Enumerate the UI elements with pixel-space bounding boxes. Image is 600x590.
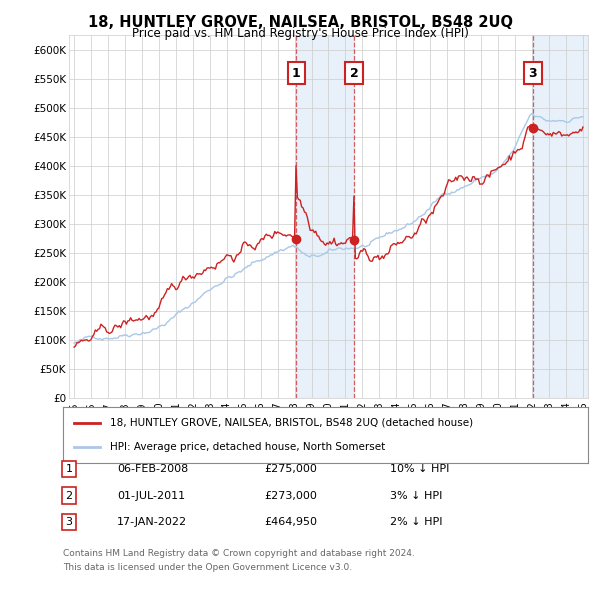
Text: Contains HM Land Registry data © Crown copyright and database right 2024.: Contains HM Land Registry data © Crown c… xyxy=(63,549,415,558)
Text: This data is licensed under the Open Government Licence v3.0.: This data is licensed under the Open Gov… xyxy=(63,563,352,572)
Text: 1: 1 xyxy=(65,464,73,474)
Text: £464,950: £464,950 xyxy=(264,517,317,527)
Text: 18, HUNTLEY GROVE, NAILSEA, BRISTOL, BS48 2UQ: 18, HUNTLEY GROVE, NAILSEA, BRISTOL, BS4… xyxy=(88,15,512,30)
Text: 10% ↓ HPI: 10% ↓ HPI xyxy=(390,464,449,474)
Text: 3: 3 xyxy=(529,67,537,80)
Text: £273,000: £273,000 xyxy=(264,491,317,500)
Bar xyxy=(296,35,354,398)
Text: 17-JAN-2022: 17-JAN-2022 xyxy=(117,517,187,527)
Text: Price paid vs. HM Land Registry's House Price Index (HPI): Price paid vs. HM Land Registry's House … xyxy=(131,27,469,40)
Text: 3: 3 xyxy=(65,517,73,527)
Text: 2% ↓ HPI: 2% ↓ HPI xyxy=(390,517,443,527)
Text: 01-JUL-2011: 01-JUL-2011 xyxy=(117,491,185,500)
Text: 2: 2 xyxy=(350,67,358,80)
Text: 18, HUNTLEY GROVE, NAILSEA, BRISTOL, BS48 2UQ (detached house): 18, HUNTLEY GROVE, NAILSEA, BRISTOL, BS4… xyxy=(110,418,473,428)
Bar xyxy=(533,35,588,398)
Text: HPI: Average price, detached house, North Somerset: HPI: Average price, detached house, Nort… xyxy=(110,442,386,453)
Text: 06-FEB-2008: 06-FEB-2008 xyxy=(117,464,188,474)
Text: 3% ↓ HPI: 3% ↓ HPI xyxy=(390,491,442,500)
Text: £275,000: £275,000 xyxy=(264,464,317,474)
Text: 1: 1 xyxy=(292,67,301,80)
Text: 2: 2 xyxy=(65,491,73,500)
